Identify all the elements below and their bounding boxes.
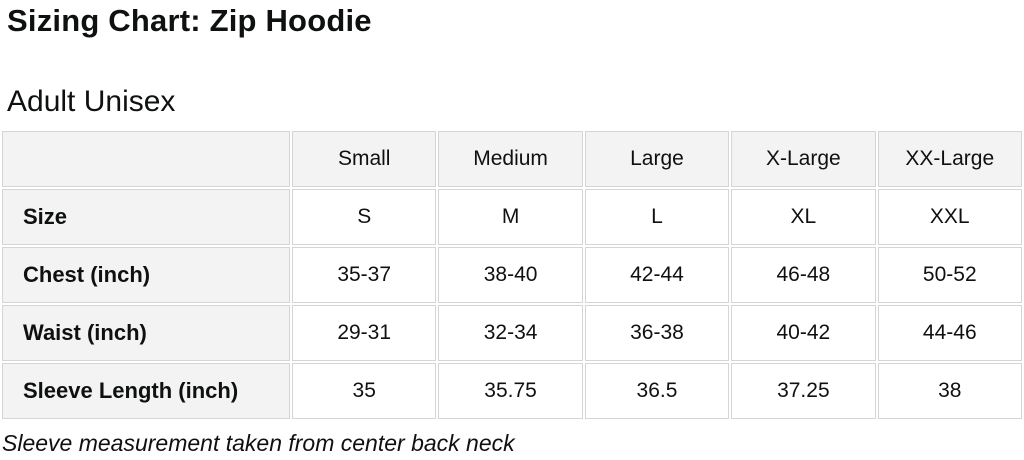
table-row-waist: Waist (inch) 29-31 32-34 36-38 40-42 44-… <box>2 305 1022 361</box>
corner-cell <box>2 131 290 187</box>
cell-chest-x-large: 46-48 <box>731 247 876 303</box>
cell-waist-xx-large: 44-46 <box>877 305 1022 361</box>
table-row-sleeve-length: Sleeve Length (inch) 35 35.75 36.5 37.25… <box>2 363 1022 419</box>
cell-size-small: S <box>292 189 437 245</box>
cell-chest-large: 42-44 <box>584 247 730 303</box>
row-label-size: Size <box>2 189 290 245</box>
cell-waist-small: 29-31 <box>292 305 437 361</box>
cell-size-large: L <box>584 189 730 245</box>
column-header-large: Large <box>584 131 730 187</box>
sleeve-measurement-note: Sleeve measurement taken from center bac… <box>2 430 515 456</box>
cell-waist-x-large: 40-42 <box>731 305 876 361</box>
cell-sleeve-medium: 35.75 <box>438 363 583 419</box>
cell-size-xx-large: XXL <box>877 189 1022 245</box>
table-row-chest: Chest (inch) 35-37 38-40 42-44 46-48 50-… <box>2 247 1022 303</box>
cell-sleeve-xx-large: 38 <box>877 363 1022 419</box>
column-header-small: Small <box>292 131 437 187</box>
cell-sleeve-x-large: 37.25 <box>731 363 876 419</box>
cell-size-medium: M <box>438 189 583 245</box>
cell-waist-large: 36-38 <box>584 305 730 361</box>
cell-chest-medium: 38-40 <box>438 247 583 303</box>
section-subtitle: Adult Unisex <box>7 85 176 118</box>
column-header-xx-large: XX-Large <box>877 131 1022 187</box>
table-header-row: Small Medium Large X-Large XX-Large <box>2 131 1022 187</box>
column-header-x-large: X-Large <box>731 131 876 187</box>
cell-waist-medium: 32-34 <box>438 305 583 361</box>
cell-sleeve-small: 35 <box>292 363 437 419</box>
cell-chest-small: 35-37 <box>292 247 437 303</box>
column-header-medium: Medium <box>438 131 583 187</box>
cell-chest-xx-large: 50-52 <box>877 247 1022 303</box>
row-label-sleeve-length: Sleeve Length (inch) <box>2 363 290 419</box>
page-title: Sizing Chart: Zip Hoodie <box>7 3 372 38</box>
row-label-chest: Chest (inch) <box>2 247 290 303</box>
row-label-waist: Waist (inch) <box>2 305 290 361</box>
cell-size-x-large: XL <box>731 189 876 245</box>
cell-sleeve-large: 36.5 <box>584 363 730 419</box>
sizing-table: Small Medium Large X-Large XX-Large Size… <box>0 129 1024 421</box>
table-row-size: Size S M L XL XXL <box>2 189 1022 245</box>
